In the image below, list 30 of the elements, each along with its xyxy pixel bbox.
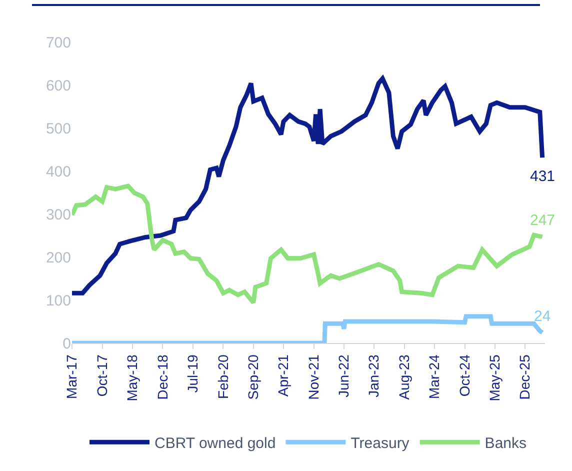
legend-label: Treasury bbox=[350, 434, 410, 452]
x-tick-label: Dec-18 bbox=[154, 354, 170, 400]
legend-label: Banks bbox=[484, 434, 527, 452]
x-tick-label: Nov-21 bbox=[305, 354, 322, 400]
x-tick-label: Jun-22 bbox=[335, 354, 352, 398]
y-tick-label: 0 bbox=[62, 335, 71, 352]
annotation: 247 bbox=[530, 212, 556, 229]
x-tick-label: Feb-20 bbox=[214, 354, 231, 399]
x-tick-label: Mar-17 bbox=[64, 354, 80, 399]
annotation: 24 bbox=[534, 308, 551, 325]
x-tick-label: Jan-23 bbox=[366, 354, 382, 398]
x-tick-label: Sep-20 bbox=[244, 354, 261, 400]
x-tick-label: Mar-24 bbox=[426, 354, 442, 399]
y-tick-label: 100 bbox=[46, 292, 71, 310]
legend-label: CBRT owned gold bbox=[154, 434, 276, 452]
x-tick-label: Oct-17 bbox=[94, 354, 110, 397]
x-tick-label: Jul-19 bbox=[184, 354, 200, 393]
annotation: 431 bbox=[530, 168, 556, 185]
x-tick-label: May-25 bbox=[486, 354, 502, 402]
x-tick-label: Oct-24 bbox=[456, 354, 472, 397]
y-tick-label: 200 bbox=[46, 249, 71, 266]
y-tick-label: 600 bbox=[46, 77, 71, 94]
x-tick-label: Apr-21 bbox=[275, 354, 292, 397]
x-tick-label: Dec-25 bbox=[516, 354, 533, 400]
y-tick-label: 400 bbox=[46, 163, 71, 180]
x-tick-label: Aug-23 bbox=[396, 354, 412, 400]
y-tick-label: 700 bbox=[46, 34, 71, 52]
y-tick-label: 300 bbox=[46, 206, 71, 224]
y-tick-label: 500 bbox=[46, 120, 71, 138]
x-tick-label: May-18 bbox=[124, 354, 140, 402]
